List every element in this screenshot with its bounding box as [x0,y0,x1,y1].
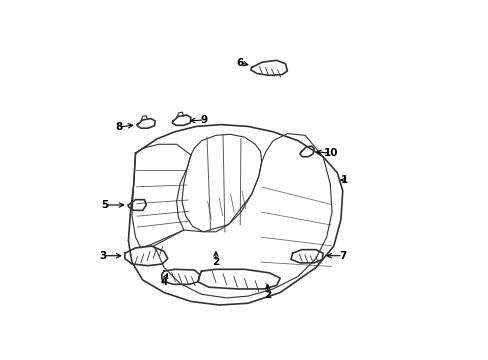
Text: 8: 8 [115,122,122,132]
Text: 9: 9 [201,115,207,125]
Text: 2: 2 [212,257,219,267]
Text: 10: 10 [323,148,338,158]
Text: 2: 2 [264,290,271,300]
Text: 1: 1 [340,175,347,185]
Text: 5: 5 [101,200,108,210]
Text: 6: 6 [236,58,244,68]
Text: 7: 7 [338,251,346,261]
Text: 3: 3 [100,251,107,261]
Text: 4: 4 [160,277,167,287]
